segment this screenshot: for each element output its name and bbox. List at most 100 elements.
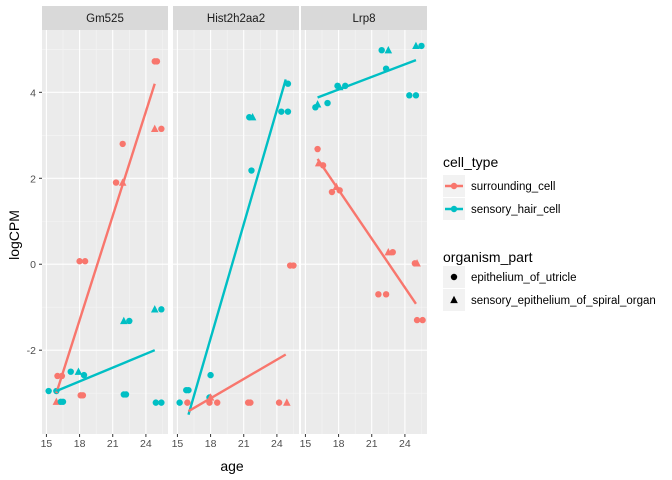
- x-tick-label: 15: [300, 438, 312, 450]
- data-point: [80, 371, 88, 379]
- data-point: [375, 291, 382, 298]
- data-point: [284, 80, 292, 87]
- data-point: [120, 316, 128, 325]
- data-point: [324, 99, 331, 107]
- data-point: [382, 291, 390, 298]
- facet-strip-label: Gm525: [86, 13, 124, 25]
- data-point: [185, 386, 192, 394]
- panel-background: [173, 30, 299, 434]
- data-point: [67, 368, 74, 375]
- data-point: [290, 262, 297, 269]
- data-point: [328, 188, 336, 196]
- trend-line: [187, 353, 287, 413]
- legend-key-shape: [450, 295, 458, 304]
- data-point: [74, 367, 83, 375]
- data-point: [150, 305, 159, 313]
- data-point: [122, 391, 130, 398]
- data-point: [76, 258, 83, 265]
- y-axis: -2 0 2 4: [27, 87, 42, 357]
- data-point: [150, 124, 159, 133]
- data-point: [54, 372, 61, 380]
- data-point: [412, 92, 420, 99]
- data-point: [313, 100, 322, 108]
- y-tick-label: 2: [30, 173, 36, 185]
- data-point: [59, 398, 67, 405]
- legend-item-sensory_epithelium_of_spiral_organ: sensory_epithelium_of_spiral_organ: [443, 289, 656, 311]
- legend-item-sensory_hair_cell: sensory_hair_cell: [443, 198, 561, 220]
- legend-key-point: [450, 205, 458, 213]
- data-point: [418, 42, 425, 50]
- data-point: [79, 392, 87, 399]
- data-point: [152, 399, 160, 406]
- legend-item-epithelium_of_utricle: epithelium_of_utricle: [443, 266, 576, 288]
- facet-strip: [173, 6, 299, 30]
- data-point: [419, 316, 426, 324]
- data-point: [112, 179, 120, 186]
- data-point: [314, 145, 321, 153]
- data-point: [275, 399, 283, 406]
- legend-color-title: cell_type: [443, 154, 498, 170]
- data-point: [45, 387, 52, 395]
- x-tick-label: 18: [333, 438, 345, 450]
- data-point: [406, 92, 413, 99]
- data-point: [248, 167, 255, 174]
- x-tick-label: 15: [41, 438, 53, 450]
- data-point: [214, 399, 221, 406]
- data-point: [278, 108, 285, 115]
- legend-label: epithelium_of_utricle: [471, 272, 576, 284]
- panel-background: [301, 30, 427, 434]
- facet-strip: [42, 6, 168, 30]
- x-tick-label: 15: [172, 438, 184, 450]
- data-point: [413, 316, 421, 324]
- trend-line: [187, 79, 287, 415]
- facet-panels: Gm525 15 18 21 24 Hist2h2aa2 15 18 21 24 Lrp8 15 18 2…: [41, 6, 427, 450]
- x-tick-label: 21: [107, 438, 119, 450]
- data-point: [413, 259, 421, 267]
- legend-label: sensory_epithelium_of_spiral_organ: [471, 295, 656, 307]
- data-point: [412, 41, 420, 50]
- data-point: [126, 317, 133, 325]
- data-point: [158, 306, 165, 313]
- facet-strip-label: Lrp8: [352, 13, 375, 25]
- legend-label: sensory_hair_cell: [471, 204, 561, 216]
- data-point: [176, 399, 183, 406]
- data-point: [207, 371, 214, 379]
- data-point: [389, 249, 396, 256]
- legend-shape-title: organism_part: [443, 249, 533, 265]
- data-point: [119, 140, 126, 148]
- legend-key-point: [450, 182, 458, 190]
- data-point: [153, 58, 161, 65]
- x-tick-label: 18: [74, 438, 86, 450]
- x-tick-label: 24: [140, 438, 152, 450]
- facet-strip-label: Hist2h2aa2: [207, 13, 265, 25]
- x-tick-label: 24: [271, 438, 283, 450]
- data-point: [158, 399, 165, 406]
- y-axis-title: logCPM: [6, 210, 22, 260]
- trend-line: [316, 158, 417, 305]
- legend-item-surrounding_cell: surrounding_cell: [443, 175, 555, 197]
- facet-strip: [301, 6, 427, 30]
- data-point: [184, 399, 191, 406]
- data-point: [283, 398, 291, 406]
- trend-line: [317, 58, 417, 99]
- trend-line: [55, 349, 156, 393]
- legend-key-shape: [450, 273, 458, 281]
- y-tick-label: -2: [27, 345, 36, 357]
- legend: cell_type surrounding_cell sensory_hair_ce…: [443, 154, 656, 311]
- trend-line: [55, 83, 156, 394]
- x-tick-label: 21: [238, 438, 250, 450]
- facet-panel-Hist2h2aa2: Hist2h2aa2 15 18 21 24: [172, 6, 299, 450]
- data-point: [81, 258, 89, 265]
- facet-panel-Gm525: Gm525 15 18 21 24: [41, 6, 168, 450]
- x-tick-label: 21: [366, 438, 378, 450]
- data-point: [248, 113, 257, 121]
- y-tick-label: 0: [30, 259, 36, 271]
- y-tick-label: 4: [30, 87, 36, 99]
- x-tick-label: 18: [205, 438, 217, 450]
- data-point: [284, 108, 292, 115]
- legend-label: surrounding_cell: [471, 181, 555, 193]
- data-point: [158, 125, 165, 133]
- data-point: [384, 46, 393, 54]
- facet-panel-Lrp8: Lrp8 15 18 21 24: [300, 6, 427, 450]
